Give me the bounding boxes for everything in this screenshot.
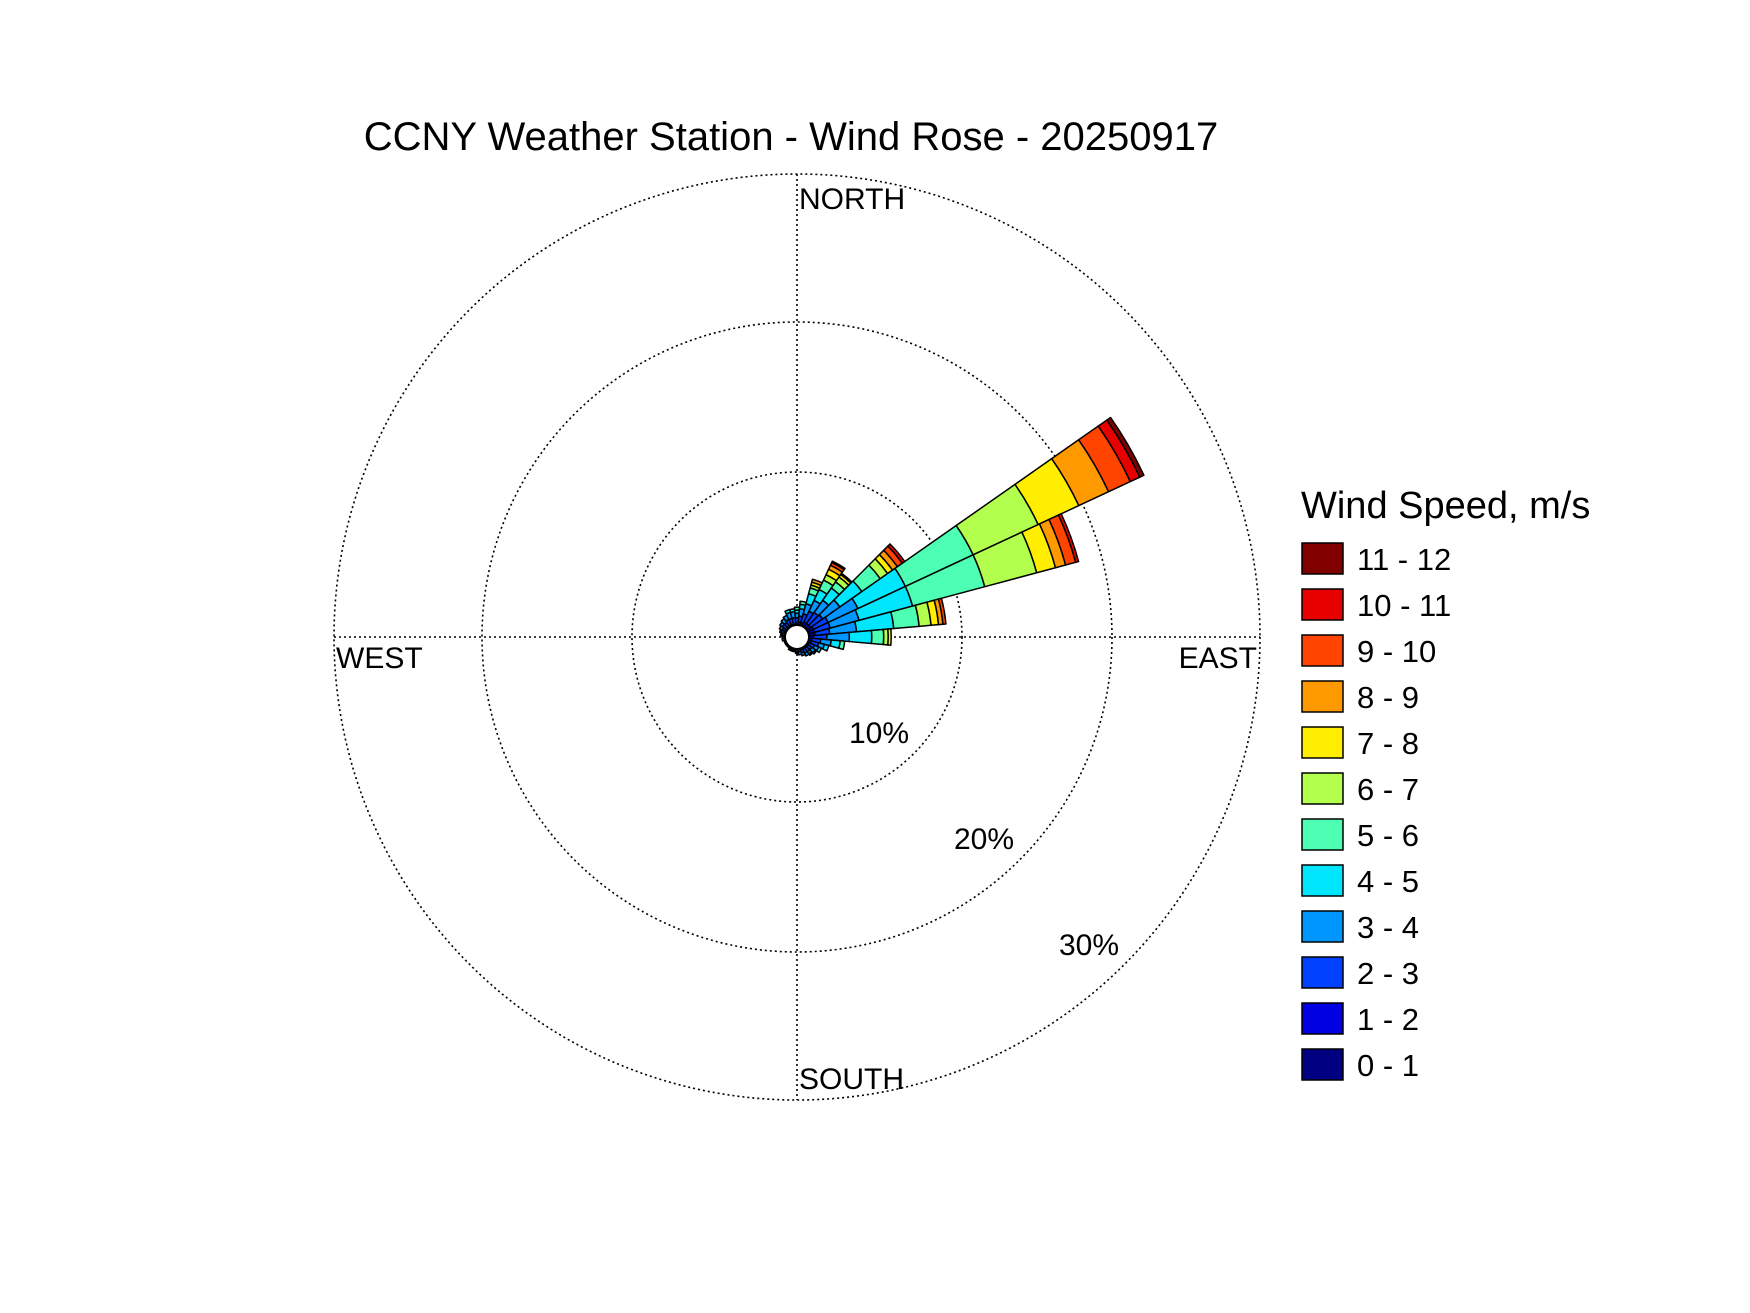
legend-label-8: 8 - 9 xyxy=(1357,680,1419,715)
label-north: NORTH xyxy=(799,183,905,216)
legend-swatch-11 xyxy=(1301,542,1344,575)
legend-swatch-9 xyxy=(1301,634,1344,667)
chart-title: CCNY Weather Station - Wind Rose - 20250… xyxy=(364,115,1219,159)
legend-swatch-3 xyxy=(1301,910,1344,943)
sector-350-bin-4 xyxy=(788,607,796,614)
label-west: WEST xyxy=(336,642,423,675)
sector-160-bin-3 xyxy=(800,651,806,657)
legend-swatch-1 xyxy=(1301,1002,1344,1035)
label-east: EAST xyxy=(1179,642,1257,675)
radial-label-10: 10% xyxy=(849,717,909,750)
legend-label-4: 4 - 5 xyxy=(1357,864,1419,899)
calm-center-circle xyxy=(784,624,810,650)
legend-label-0: 0 - 1 xyxy=(1357,1048,1419,1083)
legend-label-2: 2 - 3 xyxy=(1357,956,1419,991)
sector-90-bin-7 xyxy=(887,628,892,646)
radial-label-30: 30% xyxy=(1059,929,1119,962)
radial-label-20: 20% xyxy=(954,823,1014,856)
sector-30-bin-10 xyxy=(831,560,846,571)
legend-label-7: 7 - 8 xyxy=(1357,726,1419,761)
legend-label-5: 5 - 6 xyxy=(1357,818,1419,853)
legend-swatch-10 xyxy=(1301,588,1344,621)
legend-swatch-8 xyxy=(1301,680,1344,713)
sector-120-bin-4 xyxy=(815,646,823,654)
wind-sectors xyxy=(778,416,1145,657)
legend-swatch-5 xyxy=(1301,818,1344,851)
sector-140-bin-4 xyxy=(808,651,814,657)
legend-label-6: 6 - 7 xyxy=(1357,772,1419,807)
label-south: SOUTH xyxy=(799,1063,904,1096)
legend-swatch-6 xyxy=(1301,772,1344,805)
legend-swatch-0 xyxy=(1301,1048,1344,1081)
sector-110-bin-4 xyxy=(821,643,830,652)
sector-70-bin-10 xyxy=(1057,513,1080,564)
sector-130-bin-4 xyxy=(812,649,818,655)
legend-label-1: 1 - 2 xyxy=(1357,1002,1419,1037)
sector-80-bin-9 xyxy=(937,597,947,625)
legend: 11 - 12 10 - 11 9 - 10 8 - 9 7 - 8 6 - 7 5 - 6… xyxy=(1301,542,1451,1083)
legend-label-11: 11 - 12 xyxy=(1357,542,1451,577)
legend-title: Wind Speed, m/s xyxy=(1301,485,1590,527)
legend-swatch-4 xyxy=(1301,864,1344,897)
sector-60-bin-11 xyxy=(1106,416,1145,478)
legend-label-3: 3 - 4 xyxy=(1357,910,1419,945)
legend-swatch-2 xyxy=(1301,956,1344,989)
grid-ring-10 xyxy=(631,471,963,803)
grid-ring-20 xyxy=(481,321,1113,953)
sector-90-bin-5 xyxy=(870,628,885,646)
legend-swatch-7 xyxy=(1301,726,1344,759)
sector-100-bin-5 xyxy=(838,640,846,651)
sector-90-bin-4 xyxy=(848,629,873,645)
sector-170-bin-3 xyxy=(797,650,803,656)
legend-label-10: 10 - 11 xyxy=(1357,588,1451,623)
legend-label-9: 9 - 10 xyxy=(1357,634,1436,669)
polar-grid xyxy=(333,173,1261,1101)
